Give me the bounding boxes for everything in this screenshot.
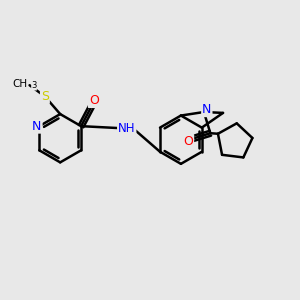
Text: N: N: [32, 120, 42, 133]
Text: O: O: [183, 135, 193, 148]
Text: CH: CH: [12, 79, 27, 89]
Text: NH: NH: [118, 122, 136, 135]
Text: O: O: [89, 94, 99, 107]
Text: 3: 3: [31, 81, 37, 90]
Text: S: S: [41, 90, 49, 103]
Text: N: N: [202, 103, 212, 116]
